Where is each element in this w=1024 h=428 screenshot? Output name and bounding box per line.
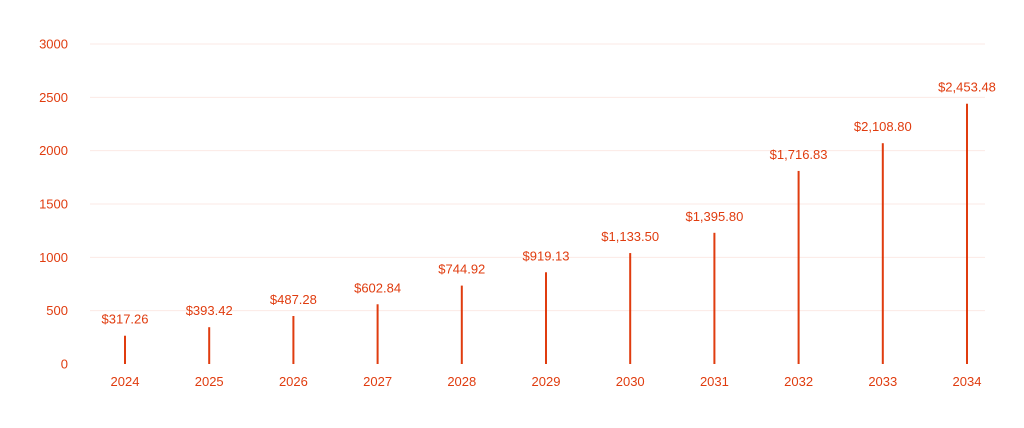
y-tick-label: 500 bbox=[46, 303, 68, 318]
bar bbox=[797, 170, 800, 364]
bar bbox=[629, 253, 632, 364]
x-tick-label: 2030 bbox=[616, 374, 645, 389]
gridlines bbox=[90, 43, 985, 312]
bar bbox=[292, 316, 295, 364]
data-label: $393.42 bbox=[186, 303, 233, 318]
bar bbox=[713, 232, 716, 364]
data-label: $744.92 bbox=[438, 262, 485, 277]
x-tick-label: 2032 bbox=[784, 374, 813, 389]
data-labels: $317.26 $393.42 $487.28 $602.84 $744.92 $919.… bbox=[102, 80, 996, 327]
x-tick-label: 2029 bbox=[532, 374, 561, 389]
data-label: $2,108.80 bbox=[854, 119, 912, 134]
x-tick-label: 2034 bbox=[953, 374, 982, 389]
bar bbox=[208, 327, 211, 364]
data-label: $1,716.83 bbox=[770, 147, 828, 162]
bars bbox=[124, 103, 968, 364]
y-tick-label: 2000 bbox=[39, 143, 68, 158]
bar bbox=[545, 272, 547, 364]
y-tick-label: 0 bbox=[61, 357, 68, 372]
y-axis-ticks: 0 500 1000 1500 2000 2500 3000 bbox=[39, 37, 68, 372]
x-tick-label: 2024 bbox=[111, 374, 140, 389]
bar bbox=[966, 103, 968, 364]
x-tick-label: 2025 bbox=[195, 374, 224, 389]
data-label: $602.84 bbox=[354, 280, 401, 295]
bar bbox=[376, 304, 379, 364]
data-label: $487.28 bbox=[270, 292, 317, 307]
data-label: $1,395.80 bbox=[685, 209, 743, 224]
y-tick-label: 3000 bbox=[39, 37, 68, 52]
y-tick-label: 2500 bbox=[39, 90, 68, 105]
x-tick-label: 2026 bbox=[279, 374, 308, 389]
data-label: $2,453.48 bbox=[938, 80, 996, 95]
bar bbox=[881, 143, 884, 364]
x-tick-label: 2033 bbox=[868, 374, 897, 389]
bar bbox=[124, 335, 126, 364]
data-label: $317.26 bbox=[102, 312, 149, 327]
x-tick-label: 2027 bbox=[363, 374, 392, 389]
data-label: $1,133.50 bbox=[601, 229, 659, 244]
y-tick-label: 1000 bbox=[39, 250, 68, 265]
bar bbox=[460, 285, 463, 364]
x-tick-label: 2028 bbox=[447, 374, 476, 389]
y-tick-label: 1500 bbox=[39, 197, 68, 212]
data-label: $919.13 bbox=[523, 248, 570, 263]
x-tick-label: 2031 bbox=[700, 374, 729, 389]
x-axis-ticks: 2024 2025 2026 2027 2028 2029 2030 2031 2032 2033… bbox=[111, 374, 982, 389]
